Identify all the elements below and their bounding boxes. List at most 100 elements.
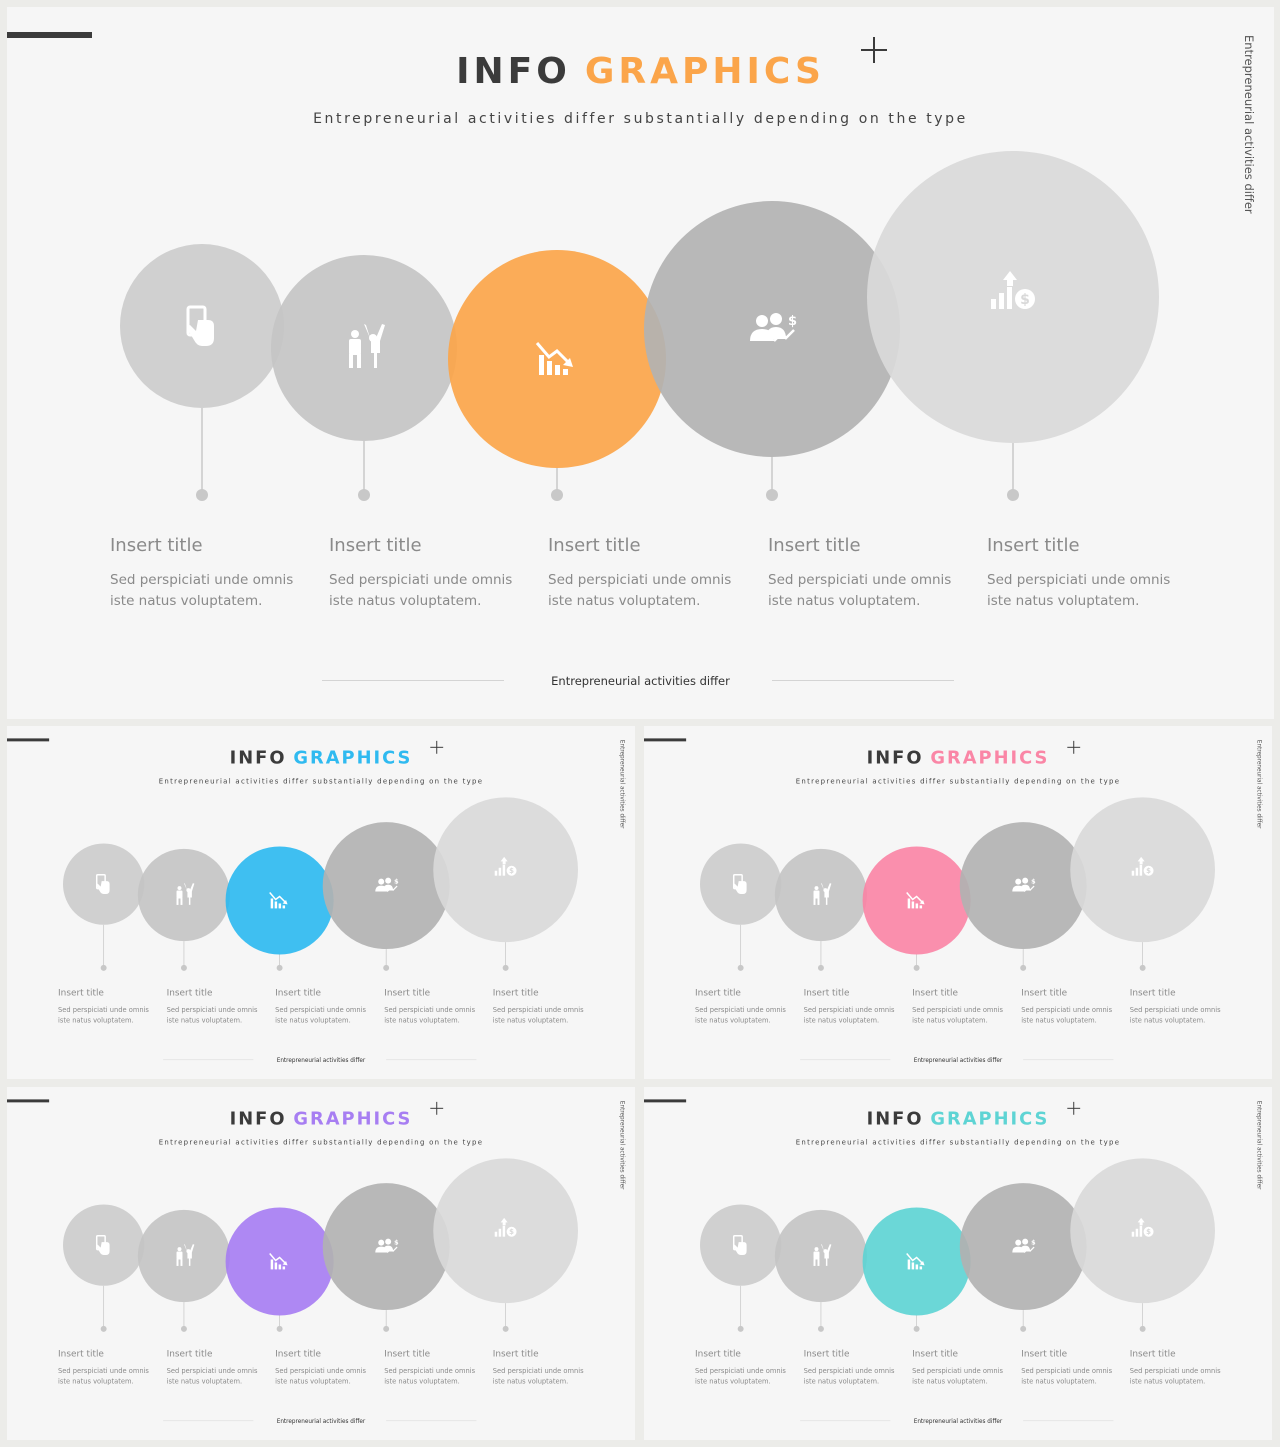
circle-step-2: [774, 1209, 868, 1303]
circle-step-5: $: [433, 797, 578, 943]
step-text-1: Insert title Sed perspiciati unde omnis i…: [58, 1349, 157, 1387]
step-description: Sed perspiciati unde omnis iste natus vo…: [803, 1006, 895, 1025]
stem-dot-5: [1139, 964, 1146, 971]
side-vertical-text: Entrepreneurial activities differ: [1242, 35, 1256, 214]
chart-up-dollar-icon: $: [494, 1217, 517, 1237]
plus-icon: [429, 740, 444, 755]
step-title: Insert title: [912, 1348, 959, 1360]
circle-step-4: $: [322, 822, 450, 950]
step-title: Insert title: [58, 1348, 104, 1360]
circle-step-1: [700, 1204, 782, 1286]
chart-up-dollar-icon: $: [1131, 1217, 1154, 1237]
circle-step-1: [63, 1204, 145, 1286]
step-title: Insert title: [987, 535, 1080, 556]
step-circle-2: [137, 848, 231, 942]
people-cheer-icon: [813, 883, 832, 905]
step-title: Insert title: [1129, 1348, 1176, 1360]
step-description: Sed perspiciati unde omnis iste natus vo…: [58, 1367, 149, 1386]
step-description: Sed perspiciati unde omnis iste natus vo…: [492, 1006, 584, 1025]
side-vertical-text: Entrepreneurial activities differ: [1256, 739, 1264, 829]
step-circle-5: [433, 1158, 578, 1304]
step-title: Insert title: [1021, 987, 1068, 999]
chart-down-icon: [535, 342, 573, 375]
stem-dot-4: [766, 489, 778, 501]
svg-text:$: $: [788, 314, 797, 329]
svg-text:$: $: [1020, 292, 1030, 308]
step-text-2: Insert title Sed perspiciati unde omnis i…: [167, 1349, 266, 1387]
stem-dot-2: [817, 964, 824, 971]
step-circle-5: [1070, 797, 1215, 943]
chart-down-icon: [906, 1253, 925, 1270]
step-circle-3: [862, 846, 971, 955]
step-text-2: Insert title Sed perspiciati unde omnis i…: [167, 988, 266, 1026]
chart-up-dollar-icon: $: [991, 271, 1035, 309]
step-title: Insert title: [1129, 987, 1176, 999]
circle-step-2: [137, 1209, 231, 1303]
step-description: Sed perspiciati unde omnis iste natus vo…: [1129, 1367, 1221, 1386]
people-cheer-icon: [349, 324, 385, 368]
step-title: Insert title: [275, 1348, 322, 1360]
people-money-icon: $: [375, 1239, 399, 1253]
step-title: Insert title: [329, 535, 422, 556]
step-title: Insert title: [492, 1348, 539, 1360]
side-vertical-text: Entrepreneurial activities differ: [619, 739, 627, 829]
circle-step-3: [225, 1207, 334, 1316]
step-circle-3: [448, 250, 666, 468]
slide-subtitle: Entrepreneurial activities differ substa…: [158, 777, 484, 786]
step-circle-3: [862, 1207, 971, 1316]
side-vertical-text: Entrepreneurial activities differ: [619, 1100, 627, 1190]
slide-footer: Entrepreneurial activities differ: [913, 1056, 1003, 1064]
step-description: Sed perspiciati unde omnis iste natus vo…: [912, 1006, 1004, 1025]
slide-subtitle: Entrepreneurial activities differ substa…: [795, 777, 1121, 786]
step-circle-3: [225, 846, 334, 955]
step-title: Insert title: [548, 535, 641, 556]
svg-text:$: $: [394, 1239, 399, 1247]
stem-dot-1: [196, 489, 208, 501]
title-main: INFO: [456, 51, 571, 92]
chart-down-icon: [906, 892, 925, 909]
stem-dot-3: [276, 964, 283, 971]
step-text-5: Insert title Sed perspiciati unde omnis i…: [1130, 1349, 1229, 1387]
people-money-icon: $: [750, 313, 797, 342]
people-money-icon: $: [375, 878, 399, 892]
step-title: Insert title: [58, 987, 104, 999]
chart-up-dollar-icon: $: [494, 856, 517, 876]
step-description: Sed perspiciati unde omnis iste natus vo…: [987, 572, 1171, 609]
phone-hand-icon: [95, 1234, 110, 1256]
step-text-4: Insert title Sed perspiciati unde omnis i…: [1021, 1349, 1120, 1387]
step-title: Insert title: [384, 1348, 431, 1360]
circle-step-2: [137, 848, 231, 942]
chart-down-icon: [269, 1253, 288, 1270]
step-text-4: Insert title Sed perspiciati unde omnis i…: [768, 535, 968, 612]
step-description: Sed perspiciati unde omnis iste natus vo…: [110, 572, 294, 609]
step-description: Sed perspiciati unde omnis iste natus vo…: [166, 1006, 258, 1025]
stem-dot-2: [180, 964, 187, 971]
step-text-5: Insert title Sed perspiciati unde omnis i…: [493, 988, 592, 1026]
circle-diagram: $$: [63, 1158, 578, 1332]
stem-dot-5: [1139, 1325, 1146, 1332]
slide-title: INFO GRAPHICS: [644, 748, 1272, 768]
step-description: Sed perspiciati unde omnis iste natus vo…: [329, 572, 513, 609]
footer-line-right: [772, 680, 954, 681]
step-title: Insert title: [695, 987, 741, 999]
slide-subtitle: Entrepreneurial activities differ substa…: [313, 111, 968, 127]
step-title: Insert title: [492, 987, 539, 999]
step-circle-3: [225, 1207, 334, 1316]
stem-dot-1: [737, 964, 744, 971]
stem-dot-2: [180, 1325, 187, 1332]
step-title: Insert title: [275, 987, 322, 999]
people-money-icon: $: [1012, 1239, 1036, 1253]
step-text-4: Insert title Sed perspiciati unde omnis i…: [384, 988, 483, 1026]
stem-dot-3: [913, 1325, 920, 1332]
phone-hand-icon: [95, 873, 110, 895]
plus-icon: [859, 35, 889, 65]
footer-line-left: [322, 680, 504, 681]
circle-step-1: [120, 244, 284, 408]
step-text-2: Insert title Sed perspiciati unde omnis i…: [329, 535, 529, 612]
circle-step-1: [700, 843, 782, 925]
step-description: Sed perspiciati unde omnis iste natus vo…: [275, 1367, 367, 1386]
svg-text:$: $: [509, 1228, 514, 1236]
step-description: Sed perspiciati unde omnis iste natus vo…: [548, 572, 732, 609]
circle-step-4: $: [959, 822, 1087, 950]
stem-dot-5: [502, 964, 509, 971]
